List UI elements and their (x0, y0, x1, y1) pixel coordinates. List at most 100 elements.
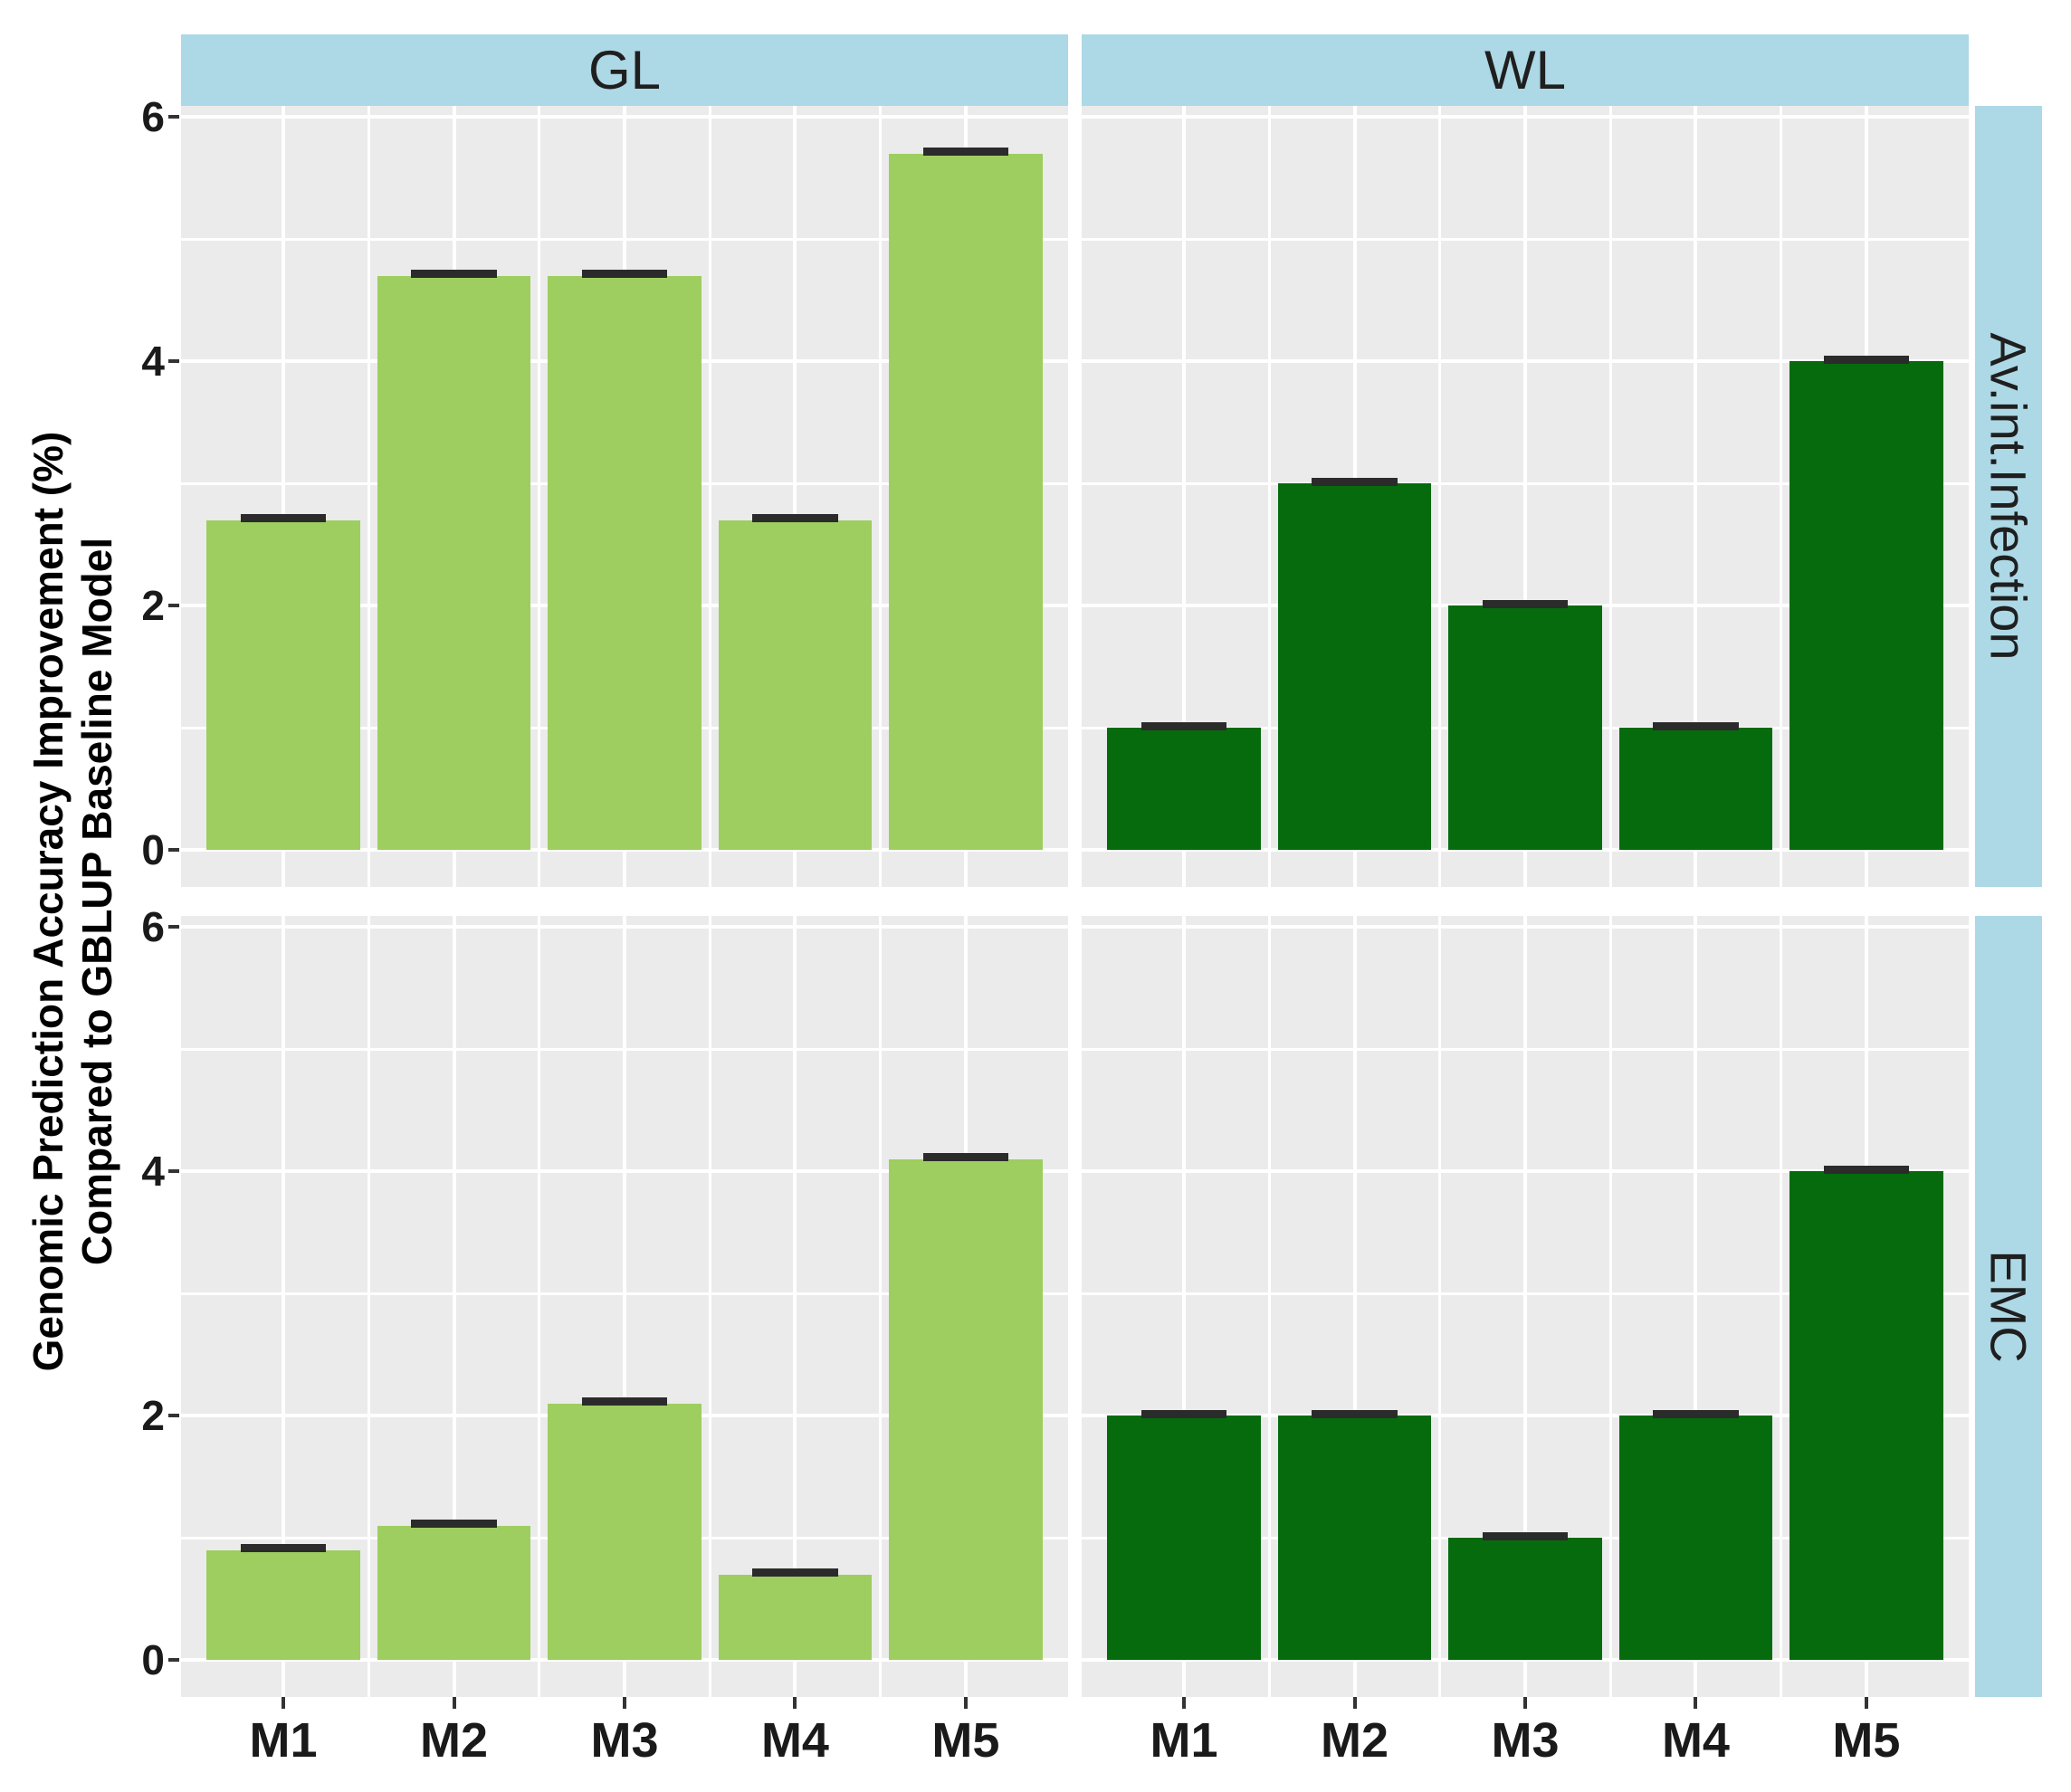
error-bar (1482, 599, 1569, 608)
facet-row-strip-emc: EMC (1975, 916, 2042, 1697)
error-bar (1312, 477, 1398, 486)
bar-gl-m5 (889, 1158, 1043, 1661)
gridline-major-vertical (282, 106, 286, 887)
facet-row-strip-emc-label: EMC (1980, 1250, 2038, 1363)
y-tick-mark (168, 925, 179, 929)
error-bar (1312, 1409, 1398, 1418)
gridline-minor-vertical (538, 106, 541, 887)
facet-panel-gl-emc (181, 916, 1068, 1697)
bar-wl-m4 (1618, 728, 1773, 851)
bar-gl-m1 (206, 1549, 360, 1661)
facet-row-strip-av-int-infection-label: Av.int.Infection (1980, 332, 2038, 661)
gridline-major-horizontal (1082, 848, 1969, 853)
gridline-minor-horizontal (181, 1292, 1068, 1295)
gridline-minor-vertical (1438, 916, 1442, 1697)
bar-wl-m5 (1789, 361, 1943, 851)
x-tick-mark (1352, 1697, 1357, 1709)
gridline-major-horizontal (1082, 925, 1969, 929)
error-bar (1823, 355, 1910, 364)
y-tick-label: 6 (141, 903, 165, 951)
error-bar (1140, 721, 1227, 730)
error-bar (1653, 1409, 1739, 1418)
x-tick-mark (1694, 1697, 1698, 1709)
y-tick-label: 2 (141, 1392, 165, 1440)
gridline-minor-vertical (1608, 916, 1612, 1697)
bar-wl-m5 (1789, 1171, 1943, 1661)
x-tick-mark (1523, 1697, 1527, 1709)
y-tick-mark (168, 604, 179, 608)
gridline-major-vertical (1523, 106, 1527, 887)
gridline-major-vertical (1182, 106, 1187, 887)
y-axis-title-line1: Genomic Prediction Accuracy Improvement … (24, 431, 72, 1372)
error-bar (1653, 721, 1739, 730)
y-tick-mark (168, 848, 179, 853)
bar-wl-m2 (1277, 1415, 1432, 1661)
y-tick-label: 0 (141, 826, 165, 874)
gridline-major-vertical (1182, 916, 1187, 1697)
x-tick-label: M4 (1661, 1713, 1730, 1768)
x-tick-label: M3 (1491, 1713, 1560, 1768)
bar-gl-m3 (548, 1403, 701, 1661)
error-bar (1140, 1409, 1227, 1418)
gridline-minor-vertical (1780, 916, 1783, 1697)
x-tick-mark (1182, 1697, 1187, 1709)
error-bar (581, 269, 668, 278)
gridline-major-vertical (793, 916, 797, 1697)
gridline-major-horizontal (1082, 1169, 1969, 1174)
gridline-minor-vertical (538, 916, 541, 1697)
gridline-major-vertical (452, 916, 456, 1697)
x-tick-mark (963, 1697, 968, 1709)
gridline-minor-horizontal (181, 1047, 1068, 1051)
bar-wl-m2 (1277, 483, 1432, 851)
x-tick-label: M1 (249, 1713, 318, 1768)
gridline-minor-vertical (1267, 916, 1271, 1697)
bar-wl-m1 (1107, 728, 1261, 851)
gridline-major-horizontal (1082, 1414, 1969, 1418)
gridline-major-horizontal (181, 1658, 1068, 1663)
error-bar (922, 1153, 1009, 1161)
y-tick-label: 4 (141, 1148, 165, 1196)
bar-gl-m4 (718, 519, 873, 851)
error-bar (411, 269, 497, 278)
x-tick-label: M5 (1832, 1713, 1901, 1768)
y-tick-mark (168, 1658, 179, 1663)
x-tick-mark (1864, 1697, 1868, 1709)
facet-col-strip-wl-label: WL (1484, 40, 1566, 100)
bar-gl-m1 (206, 519, 360, 851)
gridline-major-horizontal (181, 115, 1068, 119)
facet-row-strip-av-int-infection: Av.int.Infection (1975, 106, 2042, 887)
x-tick-mark (452, 1697, 456, 1709)
y-tick-mark (168, 1169, 179, 1174)
gridline-minor-vertical (367, 916, 370, 1697)
x-tick-mark (623, 1697, 626, 1709)
gridline-minor-vertical (1608, 106, 1612, 887)
gridline-major-horizontal (181, 848, 1068, 853)
y-tick-label: 4 (141, 338, 165, 386)
gridline-minor-vertical (708, 916, 711, 1697)
x-tick-label: M1 (1150, 1713, 1218, 1768)
gridline-major-horizontal (181, 925, 1068, 929)
error-bar (240, 514, 327, 523)
bar-gl-m2 (377, 275, 531, 851)
error-bar (1482, 1531, 1569, 1540)
error-bar (1823, 1165, 1910, 1174)
error-bar (752, 1568, 838, 1578)
gridline-major-vertical (793, 106, 797, 887)
bar-gl-m3 (548, 275, 701, 851)
gridline-major-vertical (1523, 916, 1527, 1697)
gridline-minor-vertical (879, 106, 883, 887)
gridline-minor-vertical (1438, 106, 1442, 887)
bar-wl-m4 (1618, 1415, 1773, 1661)
gridline-major-horizontal (1082, 359, 1969, 364)
y-tick-label: 0 (141, 1636, 165, 1684)
error-bar (922, 147, 1009, 156)
gridline-major-vertical (282, 916, 286, 1697)
y-tick-mark (168, 115, 179, 119)
gridline-major-vertical (623, 916, 626, 1697)
x-tick-mark (282, 1697, 286, 1709)
gridline-minor-vertical (1780, 106, 1783, 887)
gridline-major-vertical (1694, 916, 1698, 1697)
gridline-major-horizontal (1082, 115, 1969, 119)
y-tick-label: 6 (141, 93, 165, 141)
